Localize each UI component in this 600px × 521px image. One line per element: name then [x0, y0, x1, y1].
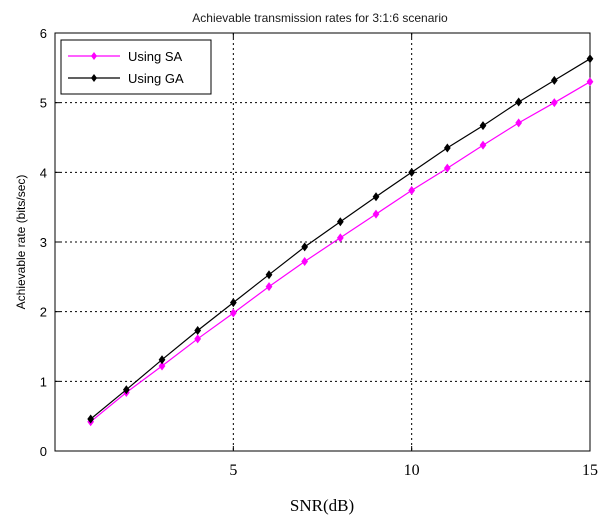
- data-point: [229, 298, 237, 308]
- legend-label: Using GA: [128, 71, 184, 86]
- data-point: [301, 257, 309, 267]
- data-point: [265, 270, 273, 280]
- grid-lines: [55, 33, 590, 451]
- data-point: [158, 355, 166, 365]
- data-point: [408, 185, 416, 195]
- x-tick-label: 15: [582, 462, 598, 479]
- data-point: [122, 385, 130, 395]
- data-point: [87, 414, 95, 424]
- data-point: [479, 140, 487, 150]
- data-point: [550, 98, 558, 108]
- data-point: [194, 334, 202, 344]
- data-point: [443, 163, 451, 173]
- y-axis-label: Achievable rate (bits/sec): [14, 175, 28, 310]
- data-point: [372, 209, 380, 219]
- data-point: [515, 97, 523, 107]
- data-point: [336, 217, 344, 227]
- x-axis-label: SNR(dB): [290, 496, 354, 515]
- series-layer: [87, 54, 594, 427]
- data-point: [515, 118, 523, 128]
- y-tick-label: 6: [40, 26, 47, 41]
- x-tick-label: 5: [229, 462, 237, 479]
- data-point: [265, 282, 273, 292]
- legend-items: Using SA Using GA: [68, 49, 184, 86]
- y-tick-label: 0: [40, 444, 47, 459]
- legend-marker: [91, 52, 97, 60]
- y-tick-label: 3: [40, 235, 47, 250]
- x-tick-label: 10: [404, 462, 420, 479]
- data-point: [158, 361, 166, 371]
- data-point: [586, 77, 594, 87]
- data-point: [550, 75, 558, 85]
- data-point: [408, 167, 416, 177]
- data-point: [443, 143, 451, 153]
- legend-label: Using SA: [128, 49, 183, 64]
- y-tick-label: 1: [40, 374, 47, 389]
- legend-box: [60, 39, 212, 95]
- plot-area: 0 1 2 3 4 5 6 5 10 15: [40, 26, 598, 479]
- data-point: [229, 308, 237, 318]
- data-point: [336, 233, 344, 243]
- data-point: [479, 121, 487, 131]
- data-point: [372, 192, 380, 202]
- legend-marker: [91, 74, 97, 82]
- axis-ticks: 0 1 2 3 4 5 6 5 10 15: [40, 26, 598, 479]
- data-point: [586, 54, 594, 64]
- chart-title: Achievable transmission rates for 3:1:6 …: [192, 11, 448, 25]
- legend: Using SA Using GA: [60, 39, 212, 95]
- y-tick-label: 2: [40, 305, 47, 320]
- data-point: [194, 325, 202, 335]
- y-tick-label: 5: [40, 96, 47, 111]
- y-tick-label: 4: [40, 165, 47, 180]
- data-point: [301, 242, 309, 252]
